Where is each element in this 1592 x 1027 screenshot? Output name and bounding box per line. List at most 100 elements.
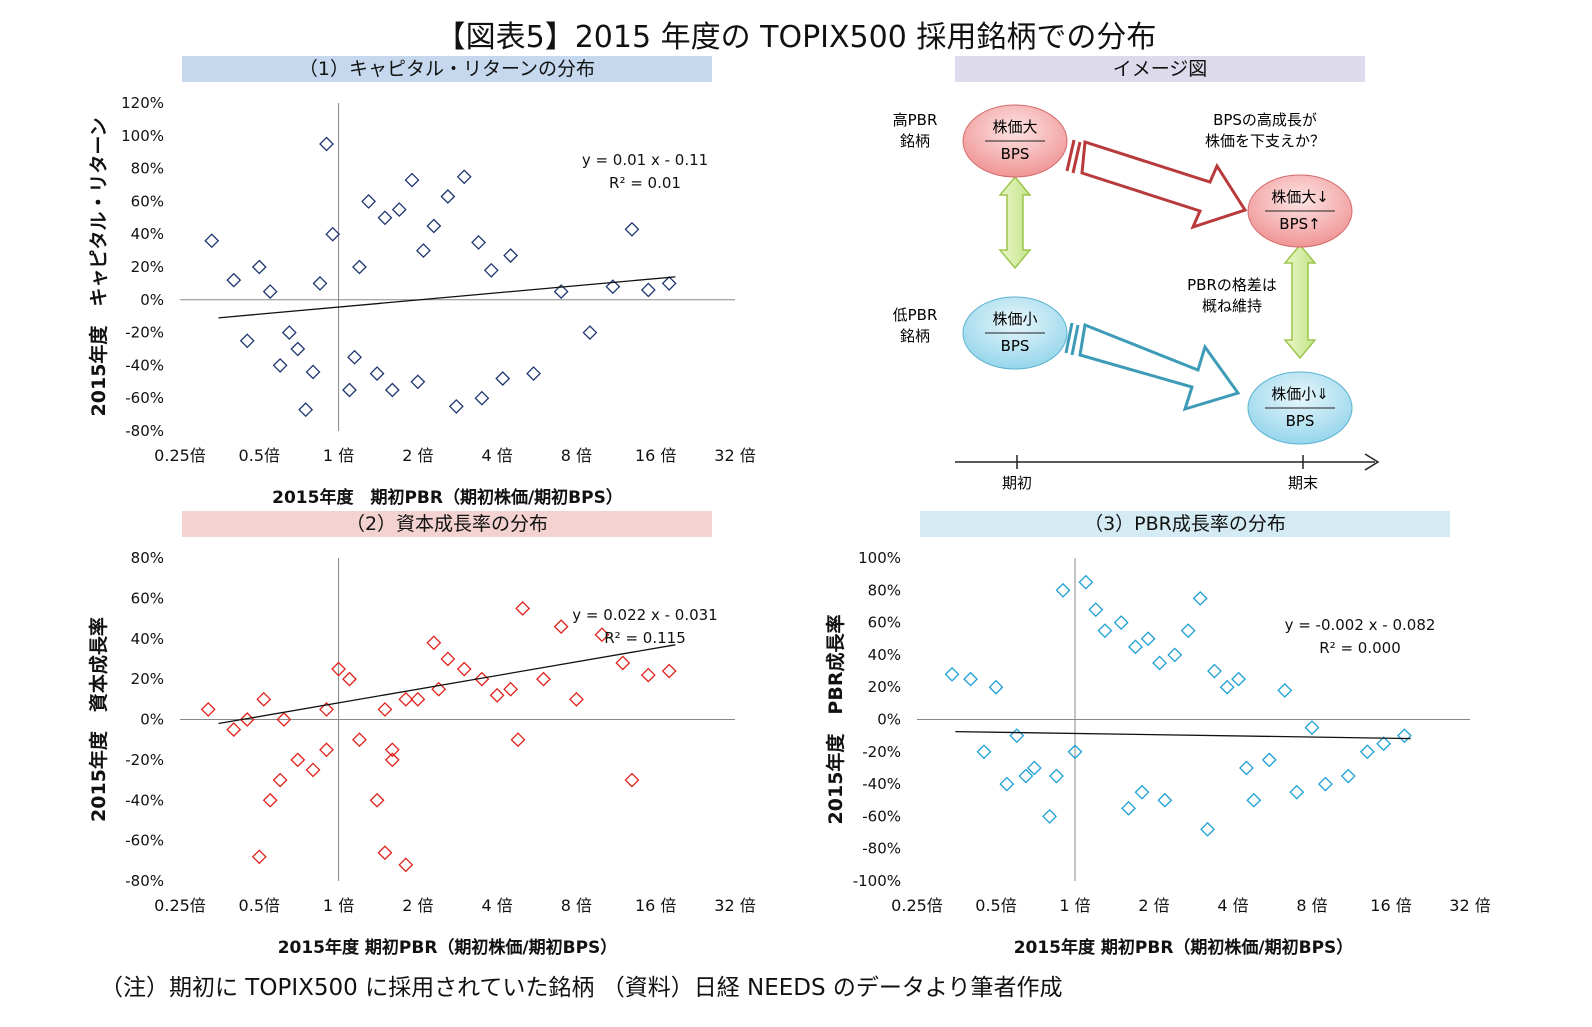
scatter-point — [440, 651, 456, 667]
scatter-point — [440, 189, 456, 204]
scatter-point — [1180, 623, 1196, 639]
scatter-point — [416, 243, 431, 259]
scatter-point — [605, 279, 621, 295]
banner-pbr-growth: （3）PBR成長率の分布 — [920, 511, 1450, 537]
note-bps-growth: BPSの高成長が株価を下支えか？ — [1205, 111, 1325, 150]
scatter-point — [510, 732, 526, 748]
y-tick-label: 0% — [877, 711, 901, 729]
y-tick-label: 100% — [858, 549, 901, 567]
timeline-start: 期初 — [1002, 474, 1032, 492]
scatter-point — [410, 374, 426, 390]
r-squared: R² = 0.01 — [609, 174, 681, 192]
y-tick-label: -40% — [125, 356, 164, 374]
trend-equation: y = -0.002 x - 0.082 — [1285, 616, 1436, 634]
scatter-point — [661, 663, 677, 679]
scatter-point — [319, 701, 334, 717]
banner-image-diagram: イメージ図 — [955, 56, 1365, 82]
x-tick-label: 16 倍 — [1370, 896, 1411, 915]
scatter-point — [352, 732, 367, 748]
x-tick-label: 1 倍 — [1059, 896, 1090, 915]
scatter-point — [384, 382, 400, 398]
scatter-point — [1231, 671, 1246, 687]
x-tick-label: 4 倍 — [482, 896, 513, 915]
scatter-point — [1277, 683, 1293, 698]
scatter-point — [1304, 720, 1320, 735]
y-tick-label: -20% — [125, 324, 164, 342]
scatter-point — [1219, 679, 1235, 695]
trend-line — [218, 276, 676, 319]
top-left-denominator: BPS — [1001, 145, 1030, 163]
scatter-point — [1359, 744, 1375, 760]
scatter-point — [963, 671, 978, 687]
y-tick-label: -20% — [862, 743, 901, 761]
scatter-point — [431, 681, 447, 697]
x-tick-label: 2 倍 — [1138, 896, 1169, 915]
scatter-point — [1246, 792, 1262, 808]
y-axis-title: 2015年度 キャピタル・リターン — [87, 118, 110, 417]
scatter-point — [290, 341, 306, 357]
x-tick-label: 0.25倍 — [891, 896, 943, 915]
scatter-point — [305, 762, 321, 778]
y-tick-label: 100% — [121, 127, 164, 145]
scatter-point — [988, 679, 1004, 695]
scatter-point — [369, 366, 385, 382]
scatter-point — [1009, 728, 1025, 744]
scatter-point — [503, 248, 519, 263]
y-tick-label: 40% — [131, 225, 164, 243]
scatter-point — [290, 752, 306, 768]
scatter-point — [1340, 768, 1356, 784]
scatter-point — [204, 233, 220, 249]
scatter-point — [377, 701, 393, 717]
x-tick-label: 32 倍 — [714, 896, 755, 915]
y-tick-label: -60% — [862, 807, 901, 825]
chart-capital-return: -80% -60% -40% -20% 0% 20% 40% 60% 80% 100% 120% 0.… — [87, 94, 756, 508]
scatter-point — [489, 687, 505, 703]
scatter-point — [1376, 736, 1392, 752]
scatter-point — [526, 366, 541, 382]
y-axis-title: 2015年度 資本成長率 — [87, 617, 110, 822]
scatter-point — [1261, 752, 1277, 768]
scatter-point — [456, 169, 472, 185]
scatter-point — [1113, 615, 1129, 631]
scatter-point — [1157, 792, 1173, 808]
scatter-point — [410, 691, 426, 707]
scatter-point — [1134, 784, 1150, 800]
scatter-point — [319, 136, 334, 152]
timeline-arrowhead — [1364, 453, 1380, 471]
scatter-point — [352, 259, 367, 275]
bottom-right-numerator: 株価小⇓ — [1271, 385, 1329, 403]
scatter-point — [272, 772, 288, 788]
x-tick-label: 16 倍 — [635, 896, 676, 915]
y-axis-title: 2015年度 PBR成長率 — [824, 615, 847, 825]
y-tick-label: 40% — [868, 646, 901, 664]
scatter-point — [536, 671, 551, 687]
x-tick-label: 0.25倍 — [154, 896, 206, 915]
x-tick-label: 2 倍 — [402, 446, 433, 465]
x-axis-title: 2015年度 期初PBR（期初株価/期初BPS） — [272, 487, 623, 508]
y-tick-label: -60% — [125, 389, 164, 407]
timeline-end: 期末 — [1288, 474, 1318, 492]
scatter-point — [398, 857, 414, 873]
scatter-point — [1128, 639, 1143, 655]
scatter-point — [312, 275, 328, 291]
scatter-point — [1088, 602, 1104, 618]
x-tick-label: 32 倍 — [714, 446, 755, 465]
y-tick-label: 60% — [868, 614, 901, 632]
y-tick-label: 20% — [131, 258, 164, 276]
scatter-point — [1042, 808, 1057, 824]
scatter-point — [1078, 574, 1094, 590]
scatter-point — [226, 272, 242, 288]
x-tick-label: 32 倍 — [1449, 896, 1490, 915]
scatter-point — [474, 390, 490, 406]
x-tick-label: 0.25倍 — [154, 446, 206, 465]
image-diagram: 高PBR 銘柄 低PBR 銘柄 株価大 BPS 株価大↓ BPS↑ 株価小 BPS … — [893, 104, 1380, 492]
y-tick-label: -40% — [125, 791, 164, 809]
scatter-point — [391, 202, 407, 218]
x-tick-label: 1 倍 — [323, 446, 354, 465]
chart-pbr-growth: -100% -80% -60% -40% -20% 0% 20% 40% 60% 80% 100% 0… — [824, 549, 1491, 958]
scatter-point — [1140, 631, 1156, 647]
arrow-high-tail2 — [1065, 139, 1076, 172]
label-low-pbr: 低PBR 銘柄 — [893, 306, 938, 345]
scatter-point — [298, 402, 314, 418]
scatter-point — [251, 849, 267, 865]
